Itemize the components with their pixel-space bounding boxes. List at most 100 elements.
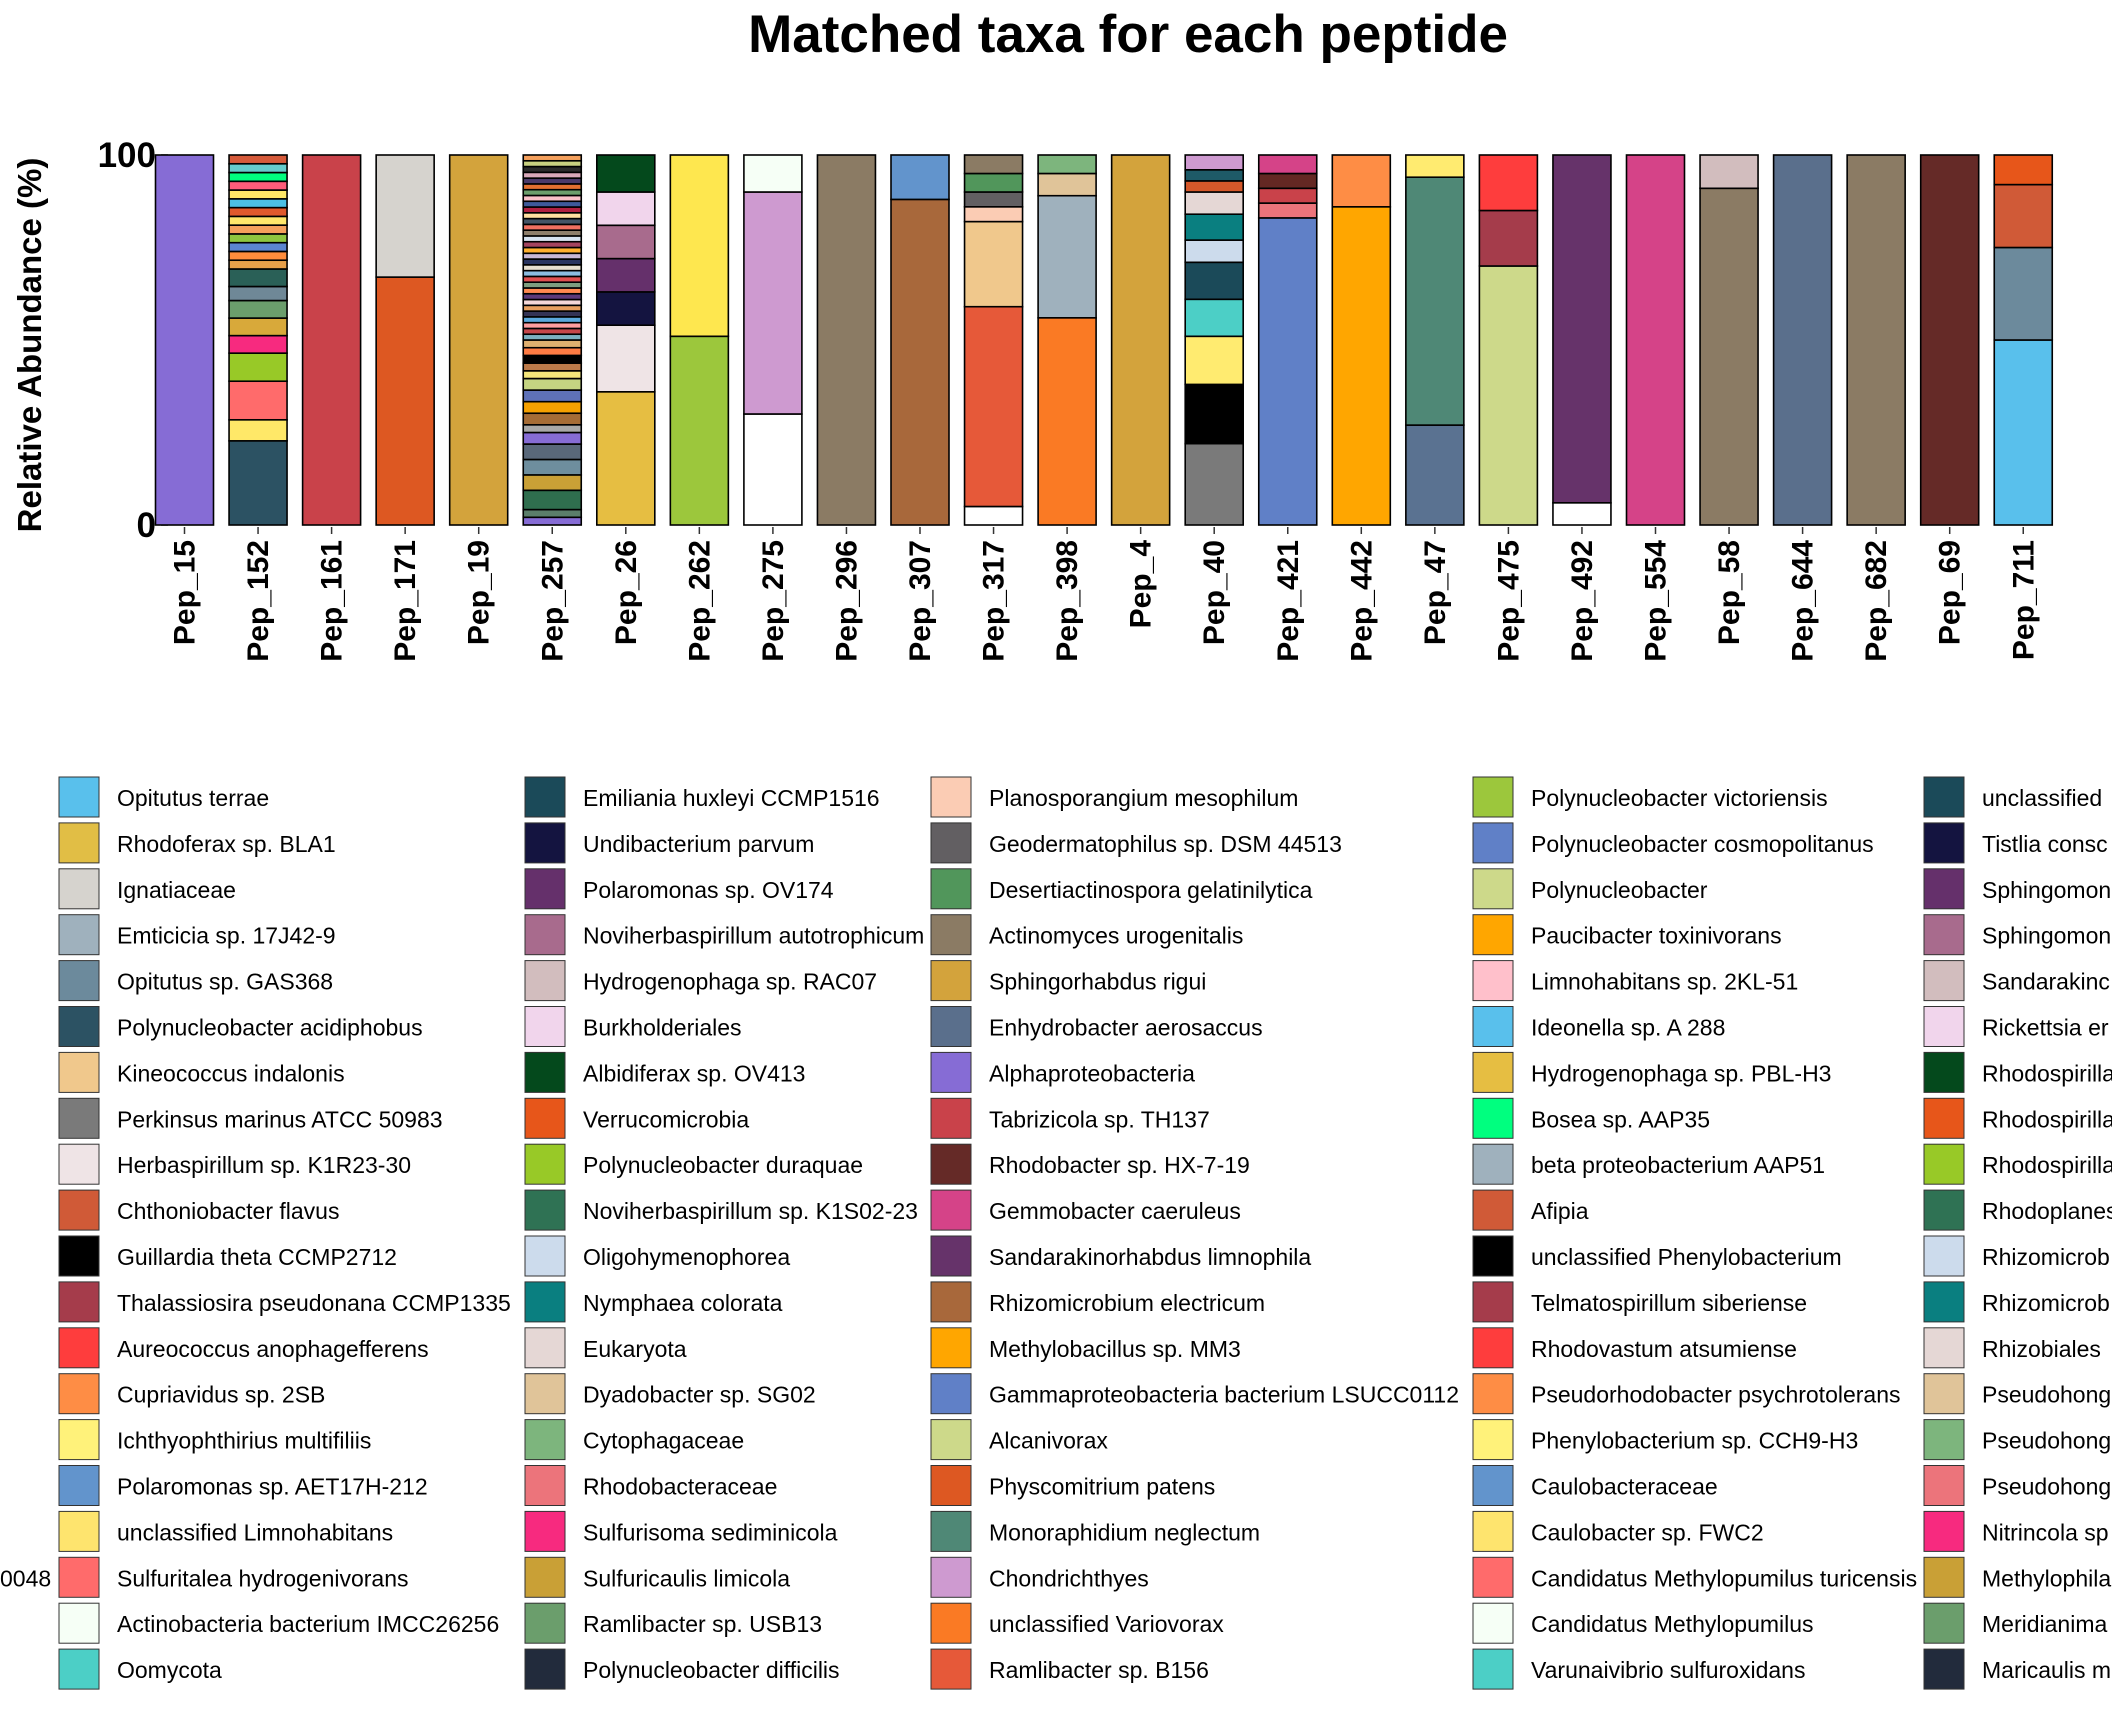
legend-label: Ramlibacter sp. B156 xyxy=(989,1657,1209,1683)
bar-segment xyxy=(963,505,1024,526)
bar-segment xyxy=(228,285,288,302)
legend-swatch xyxy=(1923,1602,1965,1644)
legend-label: Actinomyces urogenitalis xyxy=(989,923,1243,949)
legend-label: Maricaulis m xyxy=(1982,1657,2111,1683)
legend-label: Caulobacter sp. FWC2 xyxy=(1531,1519,1764,1545)
legend-label: Kineococcus indalonis xyxy=(117,1060,345,1086)
bar-segment xyxy=(890,198,950,526)
legend-swatch xyxy=(1472,1051,1514,1093)
bar-segment xyxy=(963,305,1024,508)
bar-segment xyxy=(228,189,288,200)
bar-segment xyxy=(522,235,583,243)
legend-swatch xyxy=(1923,1648,1965,1690)
legend-swatch xyxy=(58,1143,100,1185)
legend-label: Oomycota xyxy=(117,1657,222,1683)
bar-segment xyxy=(522,206,583,214)
legend-swatch xyxy=(1472,1556,1514,1598)
legend-label: Afipia xyxy=(1531,1198,1589,1224)
bar-segment xyxy=(522,281,583,289)
bar-segment xyxy=(595,154,656,193)
bar-segment xyxy=(1625,154,1686,526)
legend-swatch xyxy=(930,1051,972,1093)
bar-segment xyxy=(228,198,288,209)
x-tick-label: Pep_296 xyxy=(830,540,863,662)
bar-segment xyxy=(522,370,583,380)
bar-segment xyxy=(1037,154,1097,175)
bar-Pep_15 xyxy=(154,154,215,526)
legend-swatch xyxy=(58,1189,100,1231)
legend-swatch xyxy=(1472,1281,1514,1323)
legend-label: Gammaproteobacteria bacterium LSUCC0112 xyxy=(989,1382,1459,1408)
legend-label: Tabrizicola sp. TH137 xyxy=(989,1106,1210,1132)
legend-label: Perkinsus marinus ATCC 50983 xyxy=(117,1106,443,1132)
bar-segment xyxy=(1699,154,1759,190)
bar-Pep_171 xyxy=(375,154,435,526)
x-axis: Pep_15 Pep_152 Pep_161 Pep_171 Pep_19 Pep_257… xyxy=(169,527,2040,662)
bar-segment xyxy=(595,324,656,393)
bar-segment xyxy=(1772,154,1833,526)
bar-segment xyxy=(1037,316,1097,526)
bar-Pep_442 xyxy=(1331,154,1392,526)
bar-segment xyxy=(228,224,288,235)
bar-segment xyxy=(1257,172,1318,190)
bar-segment xyxy=(1993,154,2054,186)
x-tick-label: Pep_58 xyxy=(1713,540,1746,645)
bar-segment xyxy=(1405,176,1465,426)
legend-swatch xyxy=(524,822,566,864)
bar-segment xyxy=(1184,191,1244,216)
bar-segment xyxy=(963,172,1024,193)
legend-swatch xyxy=(58,1281,100,1323)
bar-segment xyxy=(1405,154,1465,179)
bar-segment xyxy=(1478,209,1539,267)
x-tick-label: Pep_4 xyxy=(1125,540,1158,629)
y-axis: 0 100 xyxy=(98,136,168,545)
x-tick-label: Pep_492 xyxy=(1566,540,1599,662)
bar-segment xyxy=(1257,202,1318,219)
bar-segment xyxy=(522,275,583,283)
legend-label: Candidatus Methylopumilus turicensis xyxy=(1531,1565,1917,1591)
legend-label: Polynucleobacter duraquae xyxy=(583,1152,863,1178)
bar-Pep_4 xyxy=(1110,154,1171,526)
bar-segment xyxy=(522,458,583,476)
legend-swatch xyxy=(58,1006,100,1047)
legend-label: Rhizomicrob xyxy=(1982,1244,2110,1270)
bar-segment xyxy=(963,191,1024,208)
legend-swatch xyxy=(1472,1189,1514,1231)
legend-label: Noviherbaspirillum sp. K1S02-23 xyxy=(583,1198,918,1224)
bar-segment xyxy=(816,154,877,526)
legend-swatch xyxy=(1472,1648,1514,1690)
bar-segment xyxy=(522,165,583,174)
bar-Pep_711 xyxy=(1993,154,2054,526)
legend-label: Albidiferax sp. OV413 xyxy=(583,1060,805,1086)
legend-label: Alphaproteobacteria xyxy=(989,1060,1195,1086)
legend-swatch xyxy=(58,1510,100,1552)
x-tick-label: Pep_317 xyxy=(978,540,1011,662)
legend-label: Polynucleobacter difficilis xyxy=(583,1657,840,1683)
legend-swatch xyxy=(524,960,566,1002)
legend-label: Rhizomicrob xyxy=(1982,1290,2110,1316)
legend-label: Rhodoplanes xyxy=(1982,1198,2112,1224)
bar-segment xyxy=(1184,335,1244,386)
bar-segment xyxy=(375,154,435,278)
bar-segment xyxy=(1257,154,1318,175)
bar-segment xyxy=(522,258,583,266)
legend-label: Alcanivorax xyxy=(989,1428,1108,1454)
bar-segment xyxy=(522,159,583,168)
legend-label: Tistlia consc xyxy=(1982,831,2108,857)
x-tick-label: Pep_711 xyxy=(2007,540,2040,660)
legend-label: Methylobacillus sp. MM3 xyxy=(989,1336,1241,1362)
legend-label: Caulobacteraceae xyxy=(1531,1474,1718,1500)
legend-label: Sandarakinorhabdus limnophila xyxy=(989,1244,1311,1270)
bar-segment xyxy=(522,177,583,185)
legend-label: Rickettsia er xyxy=(1982,1015,2109,1041)
legend-label: Dyadobacter sp. SG02 xyxy=(583,1382,816,1408)
legend-label: Sulfuricaulis limicola xyxy=(583,1565,790,1591)
legend-label: Thalassiosira pseudonana CCMP1335 xyxy=(117,1290,511,1316)
legend-swatch xyxy=(930,1648,972,1690)
legend-label: Pseudorhodobacter psychrotolerans xyxy=(1531,1382,1901,1408)
legend-label: Hydrogenophaga sp. RAC07 xyxy=(583,969,877,995)
legend-swatch xyxy=(58,1051,100,1093)
x-tick-label: Pep_442 xyxy=(1345,540,1378,662)
legend-label: Desertiactinospora gelatinilytica xyxy=(989,877,1313,903)
legend-label: Chondrichthyes xyxy=(989,1565,1149,1591)
